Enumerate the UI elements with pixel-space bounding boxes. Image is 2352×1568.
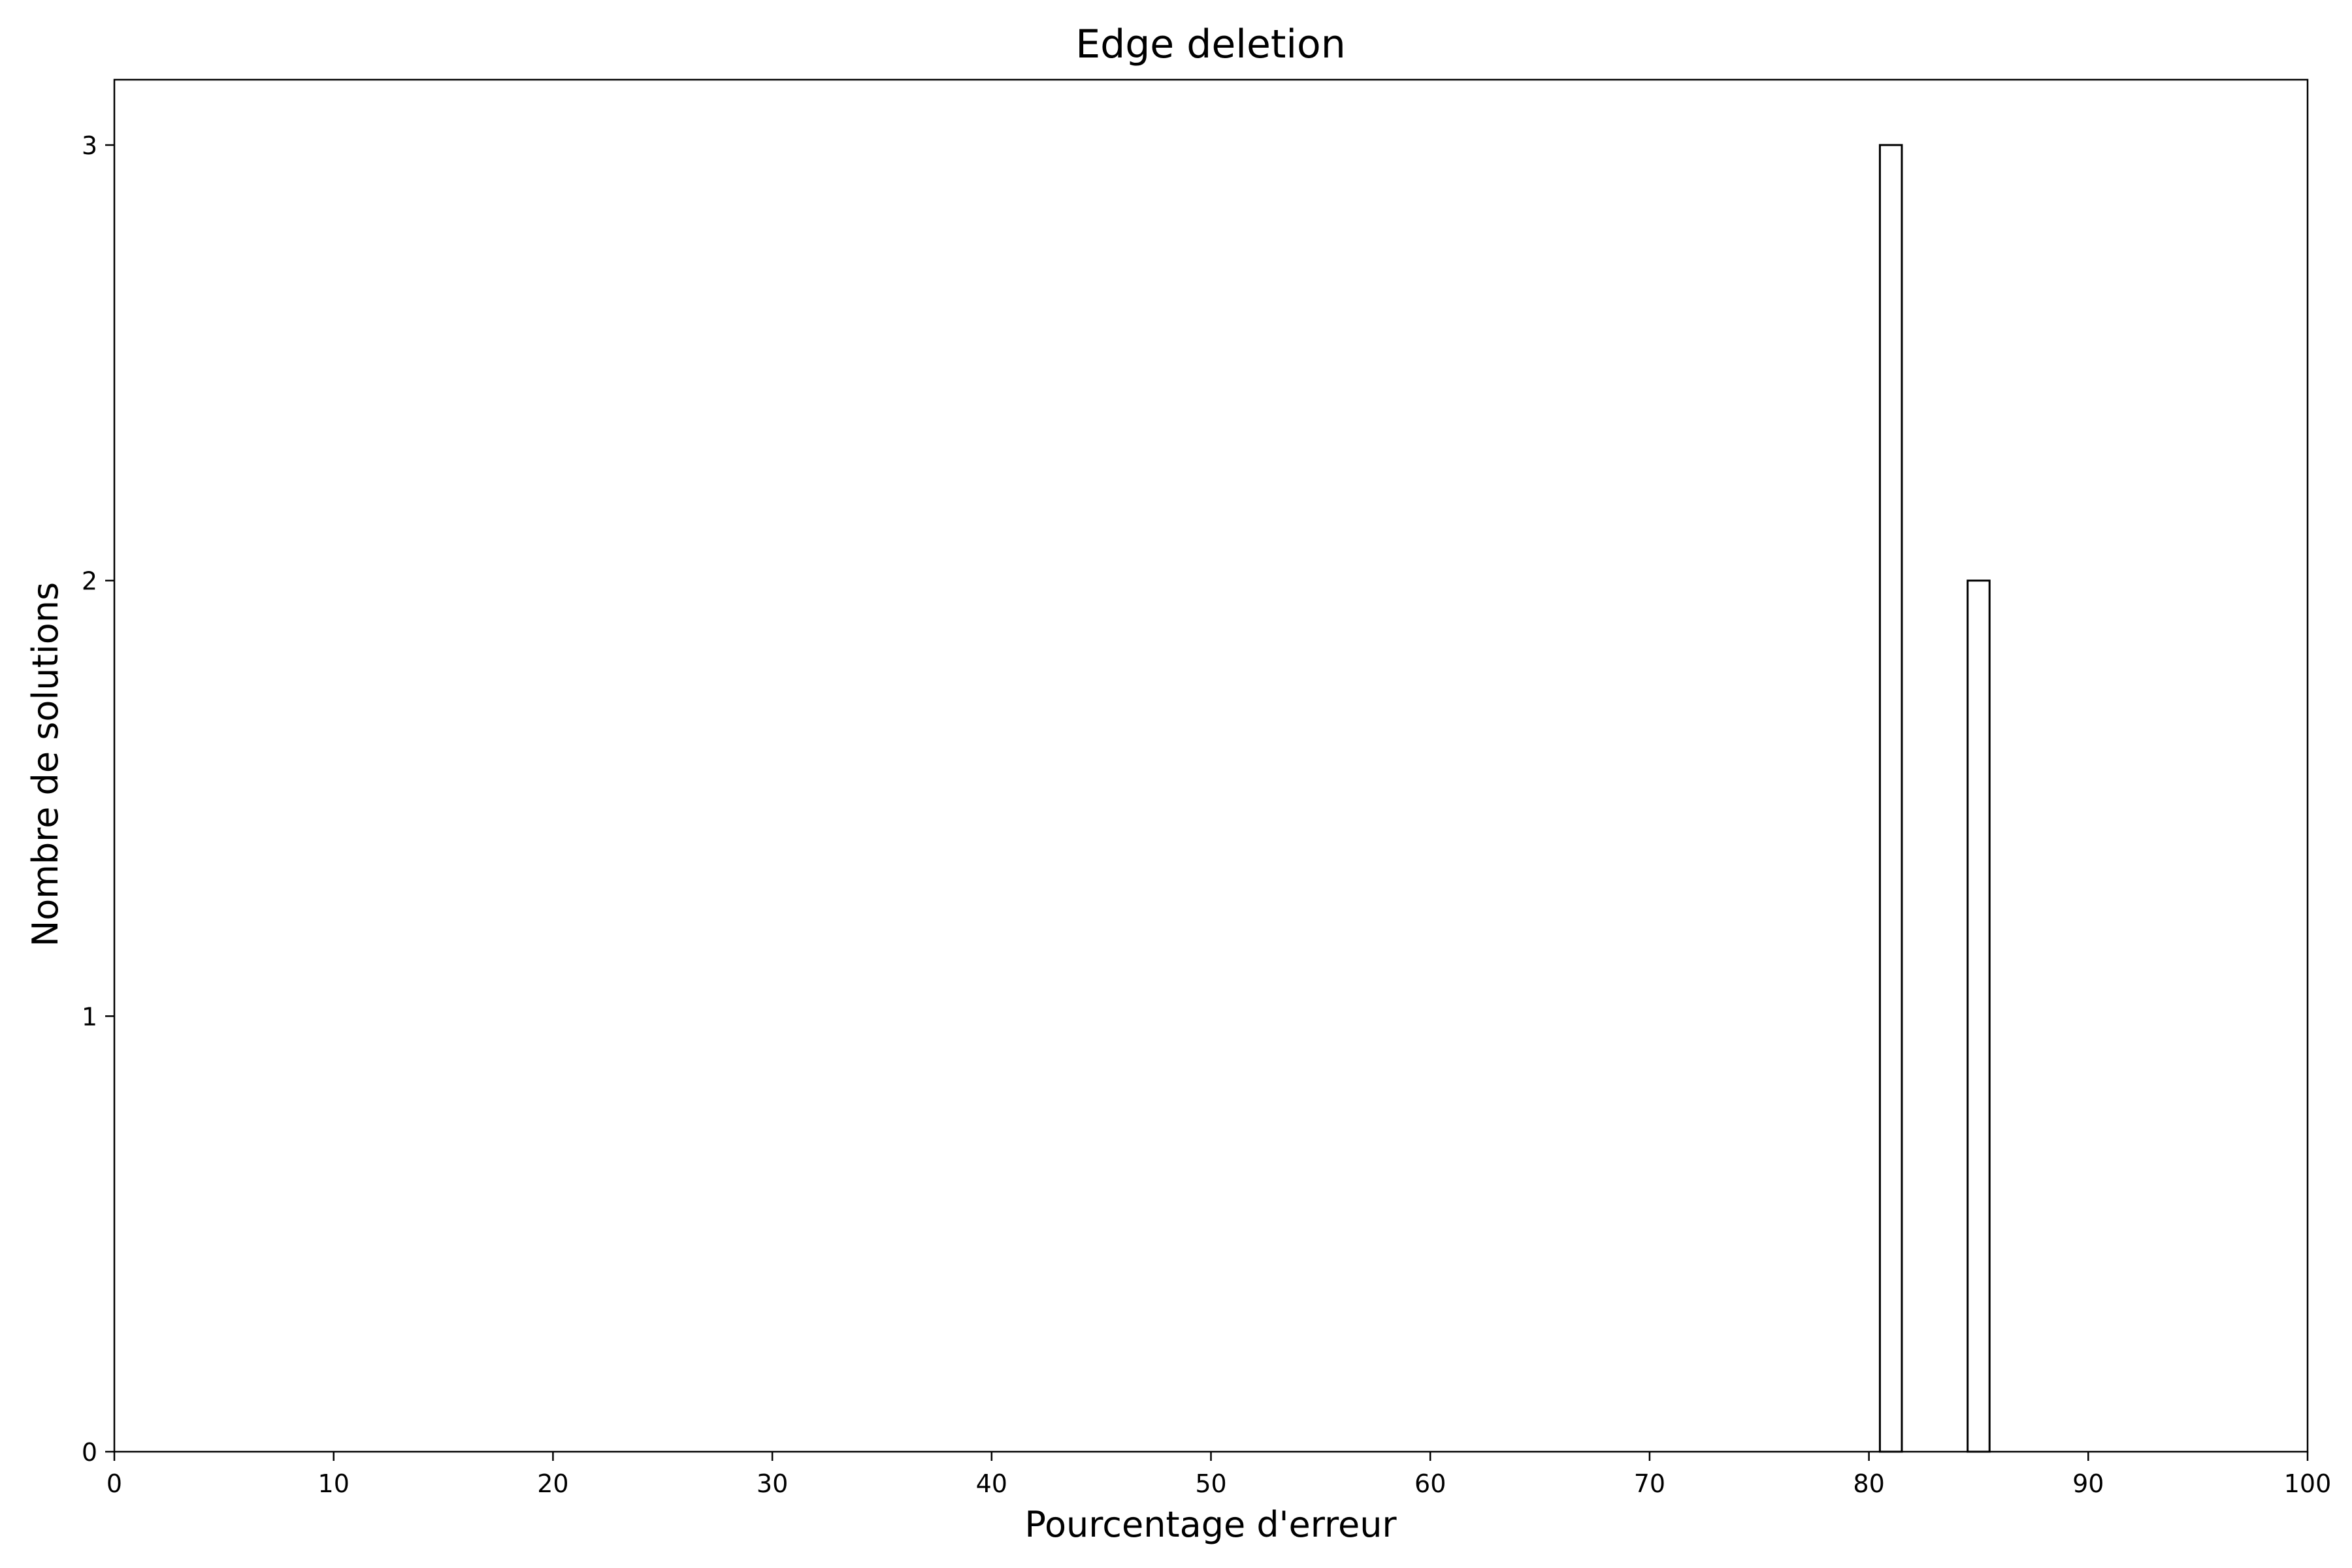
x-tick-label: 100 xyxy=(2284,1469,2332,1498)
x-tick-label: 40 xyxy=(976,1469,1007,1498)
x-tick-label: 90 xyxy=(2072,1469,2104,1498)
y-tick-label: 1 xyxy=(82,1002,97,1031)
histogram-bar-0 xyxy=(1878,144,1903,1453)
x-tick-label: 20 xyxy=(537,1469,568,1498)
x-tick-label: 30 xyxy=(757,1469,788,1498)
y-tick-label: 0 xyxy=(82,1438,97,1467)
histogram-bar-1 xyxy=(1967,580,1991,1453)
x-tick-label: 60 xyxy=(1414,1469,1446,1498)
bars-group xyxy=(1878,144,1991,1453)
x-tick-label: 80 xyxy=(1853,1469,1884,1498)
y-axis-ticks: 0 1 2 3 xyxy=(82,131,114,1467)
y-tick-label: 2 xyxy=(82,567,97,596)
x-tick-label: 70 xyxy=(1634,1469,1665,1498)
x-axis-ticks: 0 10 20 30 40 50 60 70 80 90 100 xyxy=(106,1452,2331,1498)
y-tick-label: 3 xyxy=(82,131,97,160)
chart-title: Edge deletion xyxy=(1075,22,1346,67)
x-tick-label: 50 xyxy=(1195,1469,1226,1498)
x-tick-label: 10 xyxy=(318,1469,350,1498)
x-tick-label: 0 xyxy=(106,1469,122,1498)
plot-area-frame xyxy=(113,78,2309,1453)
y-axis-label: Nombre de solutions xyxy=(25,582,66,947)
x-axis-label: Pourcentage d'erreur xyxy=(1024,1504,1397,1545)
